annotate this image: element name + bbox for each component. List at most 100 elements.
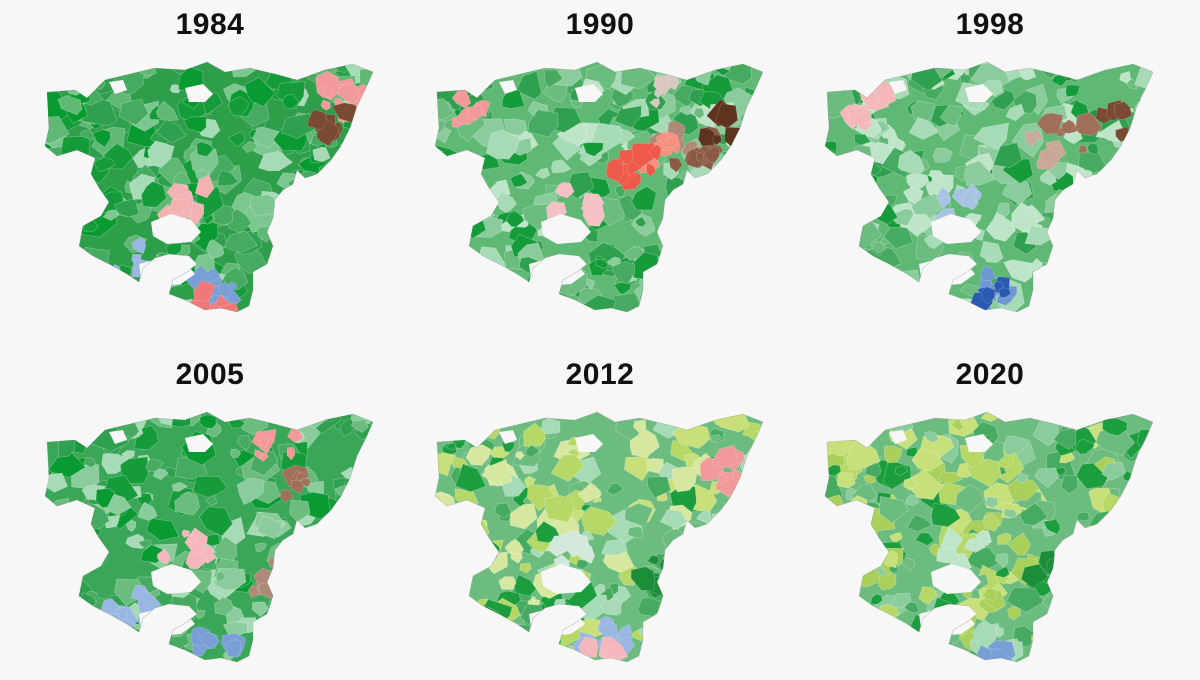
municipality <box>719 194 754 228</box>
map-gap <box>575 434 603 452</box>
municipality <box>435 518 455 538</box>
municipality <box>548 257 572 280</box>
municipality <box>325 173 353 196</box>
municipality <box>279 62 296 73</box>
municipality <box>550 454 585 482</box>
municipality <box>1058 225 1090 244</box>
municipality <box>323 266 347 284</box>
municipality <box>45 520 78 548</box>
municipality-highlight <box>187 534 198 544</box>
municipality <box>853 133 872 146</box>
municipality <box>1127 175 1152 192</box>
municipality <box>268 570 289 585</box>
municipality <box>465 444 492 466</box>
municipality <box>825 184 841 204</box>
municipality <box>580 506 618 536</box>
municipality <box>223 230 258 254</box>
municipality <box>435 452 457 477</box>
municipality <box>292 564 317 588</box>
municipality <box>69 522 86 535</box>
municipality-highlight <box>286 447 296 461</box>
municipality <box>703 544 729 566</box>
municipality <box>1058 649 1080 662</box>
municipality <box>1018 67 1037 81</box>
municipality <box>334 152 355 169</box>
municipality <box>734 220 749 233</box>
municipality <box>348 586 373 609</box>
municipality <box>100 264 132 293</box>
municipality <box>827 170 858 194</box>
map-gap <box>965 84 993 102</box>
municipality <box>435 172 443 183</box>
municipality <box>1124 567 1142 583</box>
municipality <box>702 287 726 306</box>
municipality <box>660 217 691 254</box>
municipality <box>725 565 751 584</box>
municipality <box>1098 607 1121 625</box>
municipality <box>693 107 705 120</box>
municipality-highlight <box>665 135 679 149</box>
municipality <box>1079 192 1096 207</box>
municipality <box>236 477 265 505</box>
municipality <box>330 635 353 656</box>
municipality <box>725 588 738 600</box>
choropleth-map <box>44 411 374 663</box>
municipality <box>45 552 61 568</box>
municipality <box>50 256 66 273</box>
municipality-highlight <box>546 534 574 557</box>
municipality <box>931 503 961 528</box>
municipality-highlight <box>169 198 189 217</box>
municipality <box>848 554 862 567</box>
municipality <box>435 254 452 277</box>
municipality <box>593 583 606 595</box>
municipality <box>460 548 485 571</box>
map-gap <box>109 430 127 444</box>
municipality <box>1053 427 1077 450</box>
municipality <box>351 419 369 433</box>
panel-title: 2005 <box>175 358 245 391</box>
municipality <box>734 550 750 565</box>
municipality <box>75 78 95 92</box>
municipality <box>1105 282 1121 294</box>
municipality <box>718 520 744 549</box>
municipality <box>1005 103 1025 122</box>
municipality <box>541 418 561 435</box>
municipality <box>1057 277 1085 298</box>
municipality <box>67 80 86 96</box>
municipality <box>685 220 723 251</box>
municipality <box>445 530 482 566</box>
municipality <box>1134 538 1151 551</box>
municipality <box>1088 298 1117 312</box>
municipality <box>260 294 283 311</box>
municipality <box>825 149 835 159</box>
municipality <box>447 540 463 553</box>
municipality <box>664 192 699 216</box>
municipality <box>1011 202 1039 233</box>
municipality <box>546 277 559 286</box>
municipality <box>334 647 365 662</box>
choropleth-map <box>434 411 764 663</box>
municipality <box>533 273 561 302</box>
municipality <box>48 633 66 650</box>
municipality-highlight <box>648 144 662 161</box>
region-outline <box>44 411 374 663</box>
municipality <box>1143 450 1153 467</box>
municipality <box>85 268 119 296</box>
municipality <box>1065 550 1085 572</box>
municipality <box>312 146 331 163</box>
municipality <box>867 271 888 296</box>
municipality-highlight <box>258 436 269 448</box>
municipality <box>1132 620 1153 636</box>
municipality <box>45 586 67 602</box>
municipality <box>340 529 364 544</box>
municipality <box>1137 612 1153 625</box>
municipality <box>137 539 152 549</box>
municipality <box>1145 300 1153 312</box>
municipality <box>251 601 269 618</box>
municipality-highlight <box>181 529 191 539</box>
municipality <box>1071 639 1086 653</box>
municipality <box>675 607 710 638</box>
municipality <box>711 512 724 524</box>
municipality <box>57 95 83 116</box>
